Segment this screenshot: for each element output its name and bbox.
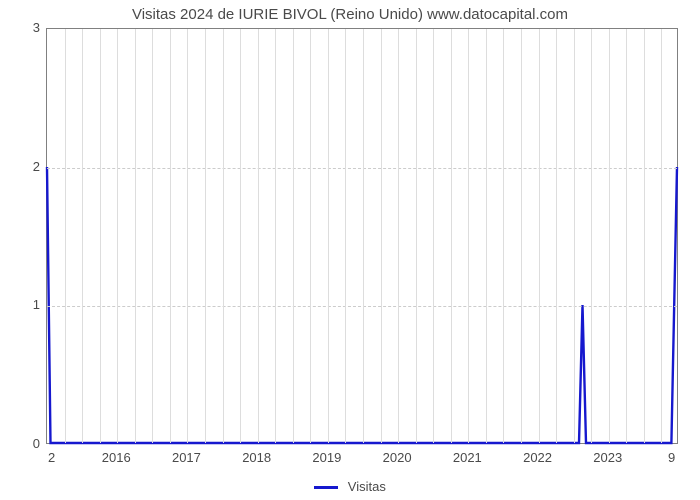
corner-label-right: 9 <box>668 450 675 465</box>
gridline-v <box>345 29 346 443</box>
gridline-v <box>152 29 153 443</box>
gridline-v <box>65 29 66 443</box>
gridline-v <box>468 29 469 443</box>
gridline-v <box>293 29 294 443</box>
visits-line-chart: Visitas 2024 de IURIE BIVOL (Reino Unido… <box>0 0 700 500</box>
x-tick-label: 2023 <box>593 450 622 465</box>
chart-title: Visitas 2024 de IURIE BIVOL (Reino Unido… <box>0 6 700 23</box>
gridline-v <box>100 29 101 443</box>
legend: Visitas <box>0 479 700 494</box>
gridline-h <box>47 306 677 307</box>
gridline-v <box>82 29 83 443</box>
x-tick-label: 2016 <box>102 450 131 465</box>
plot-area <box>46 28 678 444</box>
gridline-v <box>170 29 171 443</box>
x-tick-label: 2019 <box>312 450 341 465</box>
gridline-v <box>451 29 452 443</box>
gridline-v <box>135 29 136 443</box>
gridline-v <box>310 29 311 443</box>
gridline-v <box>521 29 522 443</box>
x-tick-label: 2022 <box>523 450 552 465</box>
gridline-v <box>626 29 627 443</box>
gridline-v <box>258 29 259 443</box>
y-tick-label: 3 <box>6 20 40 35</box>
gridline-v <box>433 29 434 443</box>
x-tick-label: 2017 <box>172 450 201 465</box>
gridline-v <box>398 29 399 443</box>
x-tick-label: 2020 <box>383 450 412 465</box>
gridline-v <box>363 29 364 443</box>
gridline-v <box>486 29 487 443</box>
gridline-v <box>591 29 592 443</box>
gridline-v <box>609 29 610 443</box>
corner-label-left: 2 <box>48 450 55 465</box>
gridline-v <box>539 29 540 443</box>
gridline-v <box>328 29 329 443</box>
gridline-v <box>240 29 241 443</box>
gridline-v <box>205 29 206 443</box>
x-tick-label: 2018 <box>242 450 271 465</box>
gridline-v <box>416 29 417 443</box>
gridline-v <box>503 29 504 443</box>
gridline-v <box>661 29 662 443</box>
legend-swatch <box>314 486 338 489</box>
gridline-h <box>47 168 677 169</box>
gridline-v <box>275 29 276 443</box>
y-tick-label: 2 <box>6 159 40 174</box>
x-tick-label: 2021 <box>453 450 482 465</box>
gridline-v <box>117 29 118 443</box>
data-line <box>47 29 677 443</box>
y-tick-label: 1 <box>6 297 40 312</box>
gridline-v <box>574 29 575 443</box>
gridline-v <box>556 29 557 443</box>
gridline-v <box>187 29 188 443</box>
gridline-v <box>223 29 224 443</box>
gridline-v <box>381 29 382 443</box>
legend-label: Visitas <box>348 479 386 494</box>
y-tick-label: 0 <box>6 436 40 451</box>
gridline-v <box>644 29 645 443</box>
